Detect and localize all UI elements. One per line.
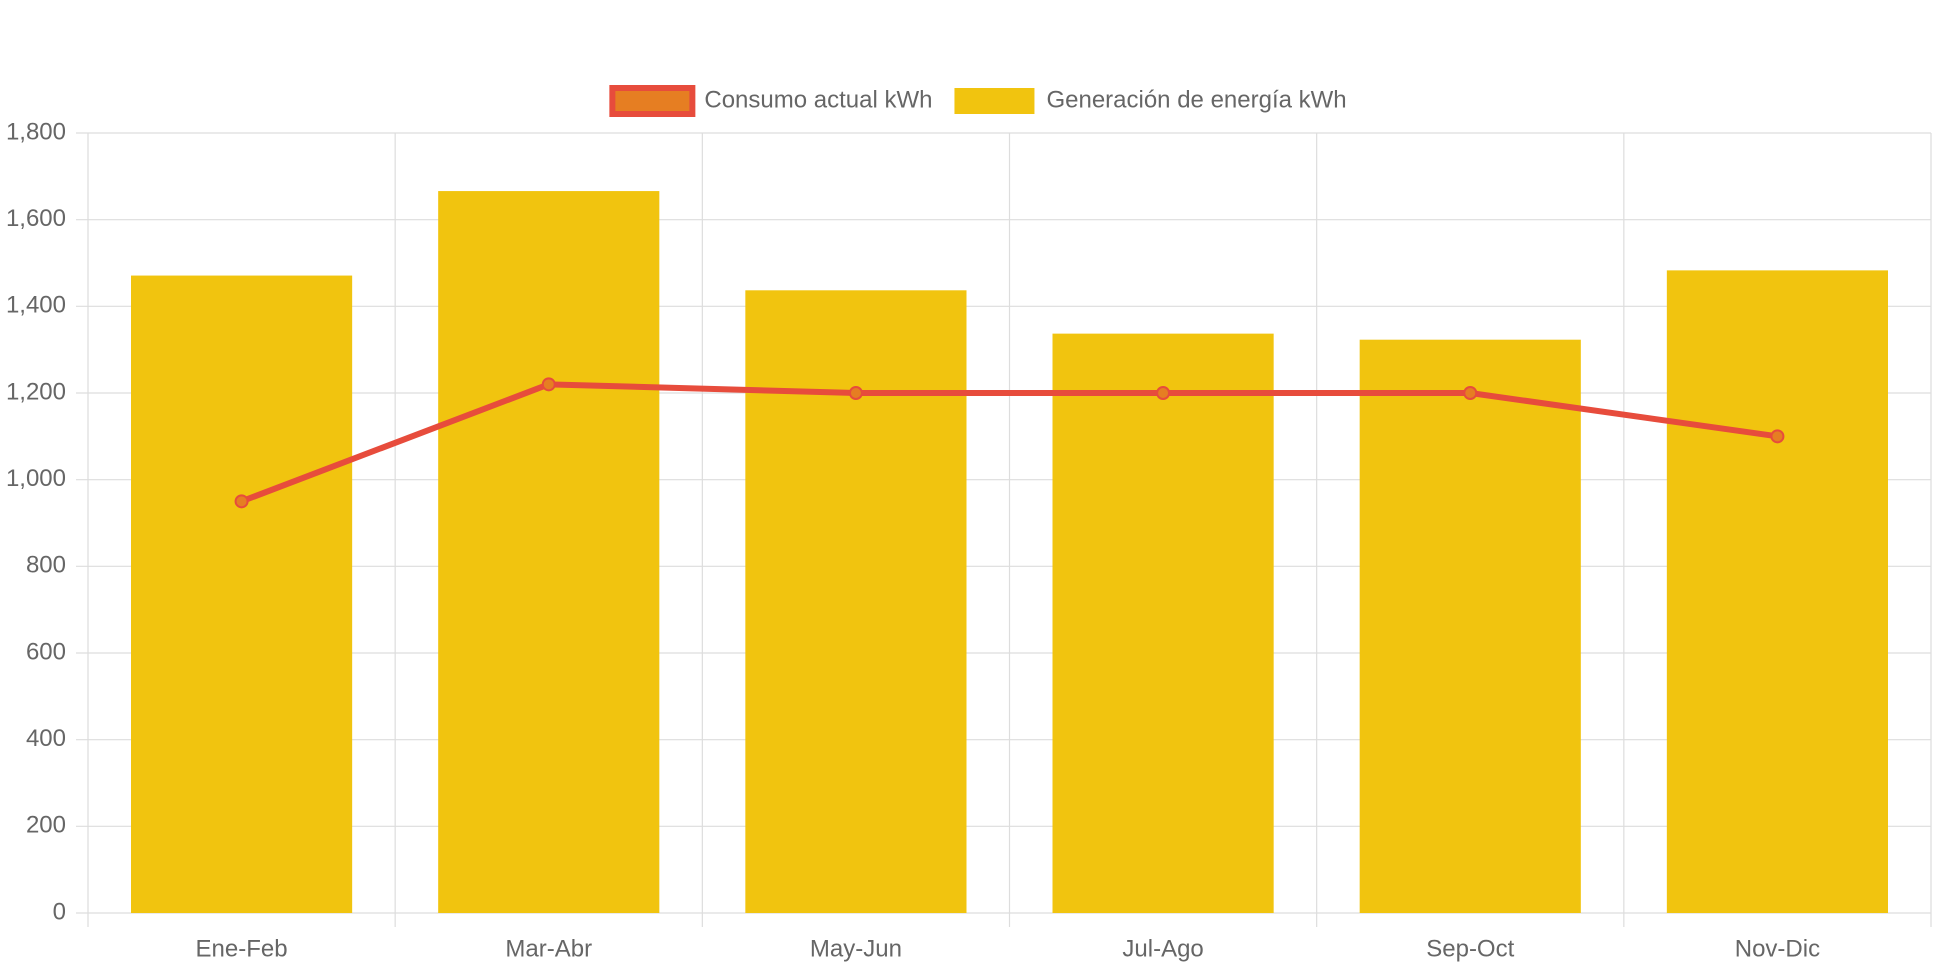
bar: [1052, 333, 1274, 914]
y-tick-label: 200: [26, 812, 66, 839]
y-tick-label: 0: [53, 898, 66, 925]
point: [234, 494, 249, 509]
x-tick-label: Sep-Oct: [1426, 935, 1514, 962]
point: [1463, 386, 1478, 400]
x-tick-label: Ene-Feb: [196, 935, 288, 962]
y-tick-label: 800: [26, 552, 66, 579]
bar: [1666, 270, 1888, 913]
x-tick-label: Nov-Dic: [1735, 935, 1820, 962]
point: [1156, 386, 1171, 400]
point: [1770, 429, 1785, 444]
y-tick-label: 1,400: [6, 292, 66, 319]
y-tick-label: 1,600: [6, 205, 66, 232]
x-tick-label: May-Jun: [810, 935, 902, 962]
bar: [131, 275, 353, 914]
bar: [438, 191, 660, 914]
y-tick-label: 1,000: [6, 465, 66, 492]
line: [240, 381, 1778, 505]
bar: [745, 290, 967, 913]
legend-label: Generación de energía kWh: [1046, 86, 1346, 113]
y-tick-label: 600: [26, 638, 66, 665]
bar: [1359, 339, 1581, 913]
x-tick-label: Jul-Ago: [1122, 935, 1203, 962]
point: [541, 377, 556, 392]
x-tick-label: Mar-Abr: [505, 935, 592, 962]
legend-swatch: [609, 85, 696, 117]
y-tick-label: 1,200: [6, 378, 66, 405]
y-tick-label: 1,800: [6, 118, 66, 145]
y-tick-label: 400: [26, 725, 66, 752]
legend-swatch: [954, 88, 1035, 114]
legend-label: Consumo actual kWh: [704, 86, 932, 113]
point: [848, 386, 863, 400]
